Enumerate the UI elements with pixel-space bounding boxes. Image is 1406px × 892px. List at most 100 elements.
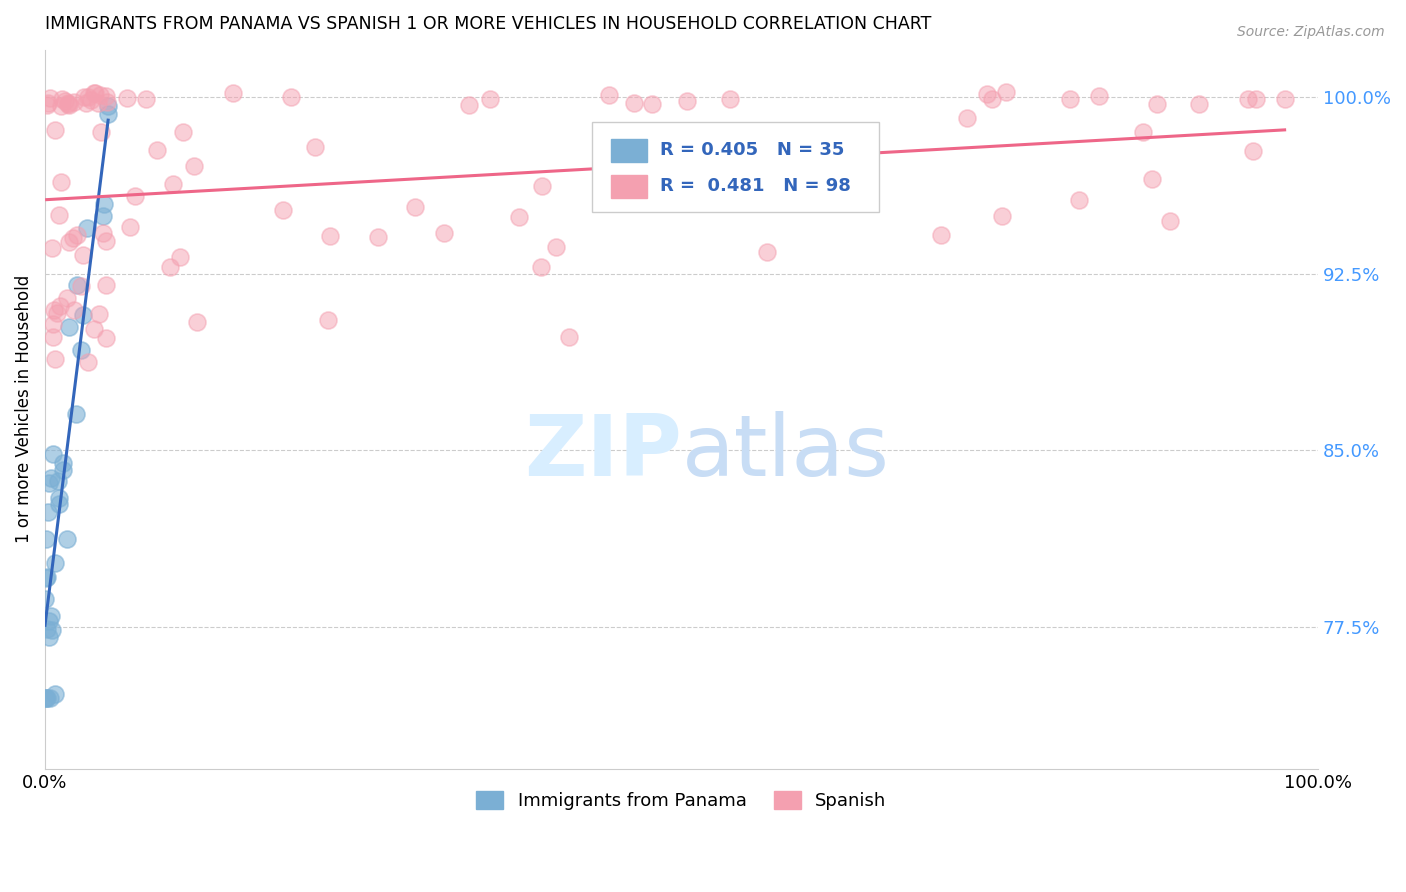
Point [91,226,114,240]
Point [77,89,100,103]
Text: ZIP: ZIP [523,411,682,494]
Point [38,630,60,644]
Point [89,125,111,139]
Point [65,408,87,422]
Point [66,228,89,243]
Point [990,210,1012,224]
Point [37,95,59,110]
Point [280,89,302,103]
Point [72,248,94,262]
Point [162,177,184,191]
Point [35,570,58,584]
Point [623,96,645,111]
Point [929,228,952,243]
Point [508,210,530,224]
Point [83,87,105,101]
Point [93,196,115,211]
Point [172,125,194,139]
Point [146,143,169,157]
Point [62,231,84,245]
Point [58,98,80,112]
Point [1059,92,1081,106]
Point [304,140,326,154]
FancyBboxPatch shape [612,138,647,162]
Point [63,302,86,317]
Point [49,99,72,113]
Point [42,447,65,461]
Point [558,330,581,344]
Text: IMMIGRANTS FROM PANAMA VS SPANISH 1 OR MORE VEHICLES IN HOUSEHOLD CORRELATION CH: IMMIGRANTS FROM PANAMA VS SPANISH 1 OR M… [45,15,931,33]
Point [58,235,80,250]
Point [222,87,245,101]
Point [44,556,66,570]
Point [34,690,56,705]
Point [83,322,105,336]
Point [479,92,502,106]
Point [38,475,60,490]
Point [72,308,94,322]
Point [48,491,70,505]
Point [530,179,553,194]
Point [48,207,70,221]
Point [70,279,93,293]
Point [1237,92,1260,106]
Point [676,94,699,108]
Point [70,343,93,357]
Point [271,202,294,217]
Point [46,306,69,320]
Point [53,94,76,108]
Point [980,92,1002,106]
Point [433,226,456,240]
Point [1067,193,1090,207]
Point [458,98,481,112]
Text: R =  0.481   N = 98: R = 0.481 N = 98 [659,178,851,195]
Text: R = 0.405   N = 35: R = 0.405 N = 35 [659,142,844,160]
Point [96,331,118,345]
Point [58,95,80,110]
Point [1088,89,1111,103]
Point [1146,97,1168,112]
Text: atlas: atlas [682,411,890,494]
Point [52,462,75,476]
Point [1246,92,1268,106]
Point [42,317,65,331]
Point [49,175,72,189]
Point [51,92,73,106]
Point [1188,96,1211,111]
Point [93,209,115,223]
Point [803,150,825,164]
Point [598,87,620,102]
Point [76,221,98,235]
Point [159,260,181,274]
Point [49,299,72,313]
Point [1274,92,1296,106]
Point [135,91,157,105]
Point [86,95,108,110]
Point [124,189,146,203]
Text: Source: ZipAtlas.com: Source: ZipAtlas.com [1237,25,1385,39]
Point [63,95,86,110]
Point [75,95,97,110]
Point [58,320,80,334]
FancyBboxPatch shape [592,121,879,211]
Point [316,313,339,327]
Point [115,91,138,105]
Point [35,690,58,705]
Point [34,592,56,607]
Point [97,99,120,113]
Point [35,690,58,705]
Point [97,107,120,121]
Legend: Immigrants from Panama, Spanish: Immigrants from Panama, Spanish [470,783,894,817]
Point [56,291,79,305]
Point [94,277,117,292]
Point [35,98,58,112]
Point [87,306,110,320]
Point [718,92,741,106]
Point [73,89,96,103]
Point [38,690,60,705]
Point [169,250,191,264]
Point [797,183,820,197]
FancyBboxPatch shape [612,175,647,198]
Point [1140,172,1163,186]
Point [1132,125,1154,139]
